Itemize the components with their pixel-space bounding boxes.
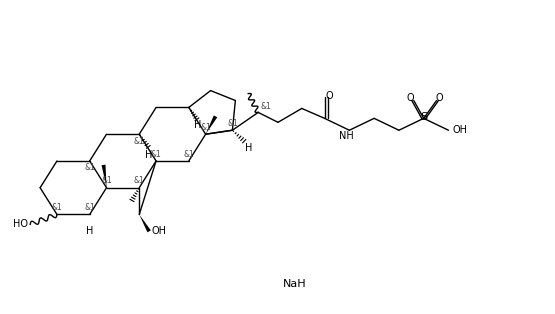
- Text: &1: &1: [101, 176, 112, 185]
- Text: OH: OH: [152, 226, 166, 236]
- Text: O: O: [407, 93, 415, 103]
- Text: H: H: [245, 143, 252, 153]
- Text: &1: &1: [84, 163, 95, 172]
- Text: &1: &1: [84, 203, 95, 212]
- Text: O: O: [326, 90, 334, 100]
- Text: &1: &1: [183, 149, 194, 159]
- Text: S: S: [420, 112, 427, 122]
- Text: HO: HO: [13, 219, 28, 230]
- Text: OH: OH: [453, 125, 468, 135]
- Text: &1: &1: [134, 137, 145, 146]
- Text: &1: &1: [261, 102, 271, 111]
- Text: O: O: [436, 93, 443, 103]
- Text: H: H: [86, 226, 93, 236]
- Text: H: H: [145, 150, 153, 160]
- Polygon shape: [139, 214, 151, 232]
- Text: NH: NH: [339, 131, 354, 141]
- Polygon shape: [206, 116, 218, 134]
- Text: &1: &1: [227, 119, 238, 128]
- Polygon shape: [102, 165, 107, 188]
- Text: NaH: NaH: [283, 279, 307, 289]
- Text: H: H: [194, 120, 201, 130]
- Text: &1: &1: [151, 149, 162, 159]
- Text: &1: &1: [134, 176, 145, 185]
- Text: &1: &1: [52, 203, 62, 212]
- Text: &1: &1: [200, 123, 211, 132]
